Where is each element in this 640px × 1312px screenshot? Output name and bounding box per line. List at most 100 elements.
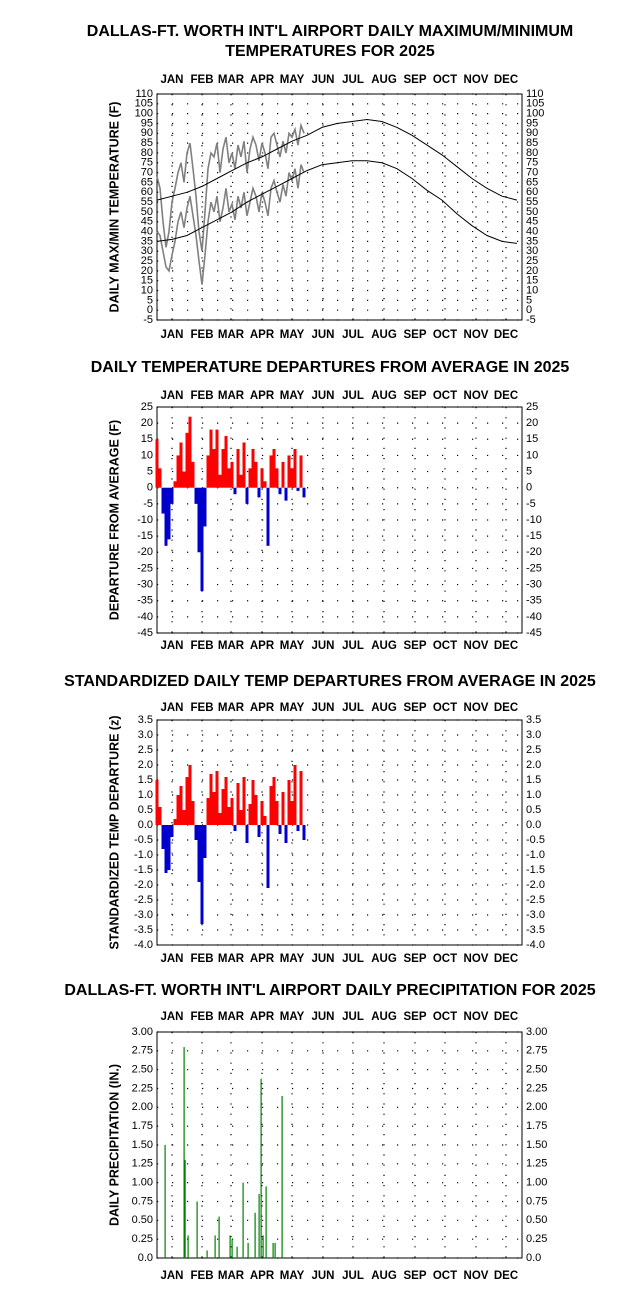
y-tick-label-right: -20	[526, 546, 542, 558]
y-tick-label-right: 1.0	[526, 789, 541, 801]
x-tick-label-top: NOV	[464, 702, 489, 714]
y-tick-label: 0.50	[132, 1214, 153, 1226]
x-tick-label-top: JUL	[342, 390, 364, 402]
bar	[230, 798, 234, 825]
y-tick-label: 95	[141, 117, 153, 129]
bar	[281, 792, 285, 825]
x-tick-label: JUN	[311, 329, 334, 341]
bar	[188, 416, 192, 488]
y-tick-label-right: 1.25	[526, 1158, 547, 1170]
y-tick-label-right: 45	[526, 216, 538, 228]
y-tick-label-right: 65	[526, 176, 538, 188]
bar	[212, 792, 216, 825]
bar	[221, 448, 225, 488]
bar	[179, 786, 183, 825]
bar	[161, 487, 165, 514]
y-tick-label-right: 3.5	[526, 714, 541, 726]
bar	[272, 448, 276, 488]
bar	[179, 442, 183, 488]
x-tick-label-top: FEB	[191, 74, 214, 86]
bar	[218, 813, 222, 825]
bar	[197, 825, 201, 882]
bar	[245, 825, 249, 843]
y-tick-label-right: 0	[526, 304, 532, 316]
x-tick-label-top: APR	[250, 702, 275, 714]
x-tick-label: SEP	[403, 1270, 426, 1282]
bar	[191, 801, 195, 825]
bar	[287, 780, 291, 825]
bar	[194, 825, 198, 840]
bar	[284, 825, 288, 843]
y-tick-label-right: 1.00	[526, 1177, 547, 1189]
x-tick-label: JAN	[160, 1270, 183, 1282]
bar	[263, 816, 267, 825]
bar	[260, 1078, 262, 1258]
bar	[209, 774, 213, 825]
y-tick-label: 1.00	[132, 1177, 153, 1189]
y-tick-label: 10	[141, 449, 153, 461]
plot-frame	[156, 93, 523, 321]
y-tick-label: 2.75	[132, 1045, 153, 1057]
y-tick-label: 80	[141, 147, 153, 159]
y-tick-label-right: -4.0	[526, 939, 545, 951]
x-tick-label: FEB	[191, 953, 214, 965]
bar	[262, 1235, 264, 1258]
bar	[173, 481, 177, 488]
x-tick-label-top: JUN	[311, 74, 334, 86]
x-tick-label: MAY	[280, 953, 305, 965]
y-tick-label: 15	[141, 433, 153, 445]
x-tick-label-top: FEB	[191, 702, 214, 714]
x-tick-label: DEC	[494, 329, 518, 341]
x-tick-label: MAR	[218, 640, 245, 652]
y-tick-label: 45	[141, 216, 153, 228]
y-tick-label: 90	[141, 127, 153, 139]
bar	[254, 461, 258, 488]
y-tick-label-right: 35	[526, 235, 538, 247]
bar	[200, 487, 204, 592]
x-tick-label-top: MAR	[218, 1011, 245, 1023]
x-tick-label: FEB	[191, 329, 214, 341]
bar	[224, 436, 228, 488]
bar	[218, 1216, 220, 1258]
y-tick-label: 60	[141, 186, 153, 198]
bar	[197, 487, 201, 553]
y-tick-label-right: 2.25	[526, 1082, 547, 1094]
bar	[245, 487, 249, 504]
bar	[183, 1047, 185, 1258]
x-tick-label: NOV	[464, 1270, 489, 1282]
y-tick-label: 50	[141, 206, 153, 218]
bar	[296, 487, 300, 491]
bar	[290, 468, 294, 488]
bar	[185, 777, 189, 825]
y-tick-label: 0.0	[138, 819, 153, 831]
x-tick-label: AUG	[371, 1270, 397, 1282]
x-tick-label-top: SEP	[403, 702, 426, 714]
x-tick-label: DEC	[494, 640, 518, 652]
x-tick-label: NOV	[464, 329, 489, 341]
y-axis-label: DAILY MAX/MIN TEMPERATURE (F)	[107, 102, 121, 313]
x-tick-label-top: JUN	[311, 1011, 334, 1023]
y-tick-label: 10	[141, 284, 153, 296]
x-tick-label-top: OCT	[433, 702, 457, 714]
bar	[236, 783, 240, 825]
y-tick-label-right: 0	[526, 482, 532, 494]
y-tick-label-right: 2.00	[526, 1101, 547, 1113]
y-tick-label: -35	[137, 595, 153, 607]
x-tick-label: JAN	[160, 329, 183, 341]
y-tick-label-right: 2.75	[526, 1045, 547, 1057]
bar	[265, 1186, 267, 1258]
bar	[224, 777, 228, 825]
y-tick-label: 85	[141, 137, 153, 149]
bar	[170, 825, 174, 837]
x-tick-label: DEC	[494, 953, 518, 965]
bar	[242, 442, 246, 488]
bar	[182, 471, 186, 488]
x-tick-label: JAN	[160, 640, 183, 652]
y-tick-label-right: -10	[526, 514, 542, 526]
x-tick-label-top: JUN	[311, 390, 334, 402]
y-tick-label-right: 0.25	[526, 1233, 547, 1245]
y-tick-label: 70	[141, 167, 153, 179]
y-tick-label: 2.5	[138, 744, 153, 756]
x-tick-label-top: AUG	[371, 390, 397, 402]
